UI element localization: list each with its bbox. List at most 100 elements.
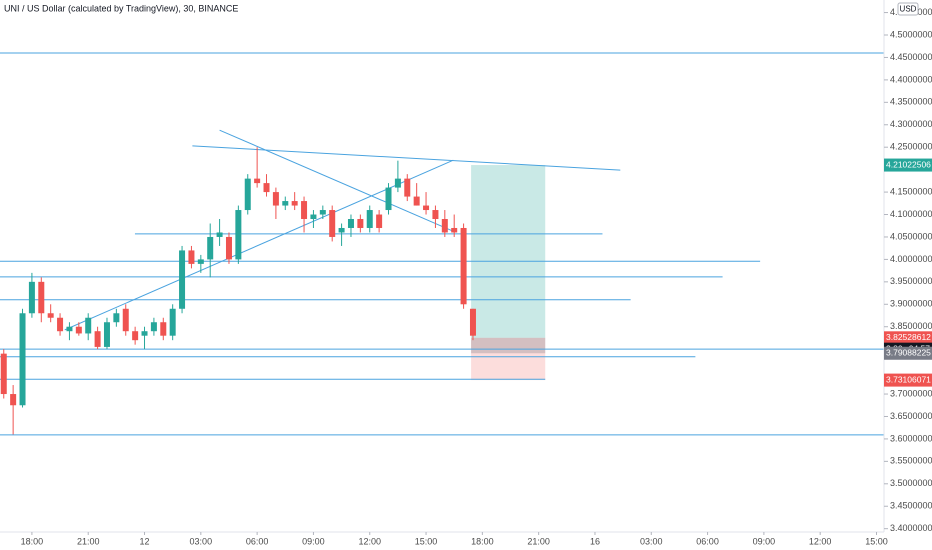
candle-body [122,308,129,332]
candle-body [19,313,26,406]
candle-body [47,313,54,318]
candle-body [66,326,73,332]
x-tick-label: 06:00 [696,536,719,546]
candle-body [319,210,326,215]
candle-body [272,192,279,206]
candle-body [263,183,270,193]
candle-body [282,201,289,206]
candle-body [310,214,317,220]
x-tick-label: 12:00 [809,536,832,546]
candle-body [28,281,35,314]
y-tick-label: 3.65000000 [890,411,932,421]
y-tick-label: 3.90000000 [890,299,932,309]
candle-body [141,331,148,336]
plot-area [0,52,884,436]
price-tag [884,373,932,387]
candle-body [432,210,439,220]
y-tick-label: 4.45000000 [890,52,932,62]
candle-body [188,250,195,264]
x-tick-label: 21:00 [77,536,100,546]
profit-zone [471,165,546,338]
candle-body [57,317,64,332]
candle-body [301,201,308,220]
x-tick-label: 18:00 [21,536,44,546]
candle-body [85,317,92,334]
x-tick-label: 18:00 [471,536,494,546]
x-tick-label: 12 [140,536,150,546]
candle-body [94,331,101,347]
y-tick-label: 3.60000000 [890,433,932,443]
candle-body [413,196,420,206]
candle-body [207,236,214,260]
y-tick-label: 3.50000000 [890,478,932,488]
y-tick-label: 3.70000000 [890,388,932,398]
currency-label[interactable]: USD [900,5,917,14]
price-tag-label: 3.82528612 [886,332,931,342]
x-tick-label: 03:00 [190,536,213,546]
candle-body [38,281,45,314]
x-tick-label: 09:00 [753,536,776,546]
open-move [471,337,546,354]
chart-title: UNI / US Dollar (calculated by TradingVi… [4,3,238,13]
drawing-line [219,129,456,233]
y-tick-label: 4.25000000 [890,142,932,152]
price-tag [884,331,932,345]
candle-body [254,178,261,184]
candle-body [113,313,120,323]
candle-body [441,219,448,233]
candle-body [404,178,411,197]
x-tick-label: 21:00 [527,536,550,546]
y-tick-label: 3.45000000 [890,501,932,511]
y-tick-label: 4.00000000 [890,254,932,264]
candle-body [366,210,373,228]
x-tick-label: 12:00 [358,536,381,546]
candle-body [460,227,467,305]
candle-body [376,214,383,228]
candle-body [197,259,204,264]
y-tick-label: 4.35000000 [890,97,932,107]
loss-zone [471,337,546,381]
price-tag-label: 3.79088225 [886,348,931,358]
axes: 3.40000000 3.45000000 3.50000000 3.55000000… [21,7,932,546]
x-tick-label: 15:00 [415,536,438,546]
candle-body [451,227,458,233]
candle-body [347,219,354,228]
y-tick-label: 3.40000000 [890,523,932,533]
candle-body [338,227,345,233]
candle-body [385,187,392,211]
candle-body [394,178,401,188]
y-tick-label: 3.55000000 [890,456,932,466]
y-tick-label: 4.50000000 [890,29,932,39]
candle-body [0,353,7,395]
x-tick-label: 06:00 [246,536,269,546]
candle-body [291,201,298,206]
candle-body [103,322,110,347]
candle-body [244,178,251,211]
candle-body [150,322,157,332]
candle-body [216,232,223,237]
candle-body [469,308,476,336]
candle-body [160,322,167,336]
candle-body [225,236,232,260]
x-tick-label: 16 [590,536,600,546]
price-tag [884,158,932,172]
currency-box[interactable] [897,2,919,16]
y-tick-label: 3.95000000 [890,276,932,286]
price-tag-label: 3.73106071 [886,374,931,384]
y-tick-label: 4.30000000 [890,119,932,129]
y-tick-label: 4.40000000 [890,74,932,84]
y-tick-label: 4.05000000 [890,231,932,241]
candle-body [423,205,430,211]
candle-body [357,219,364,228]
y-tick-label: 3.85000000 [890,321,932,331]
price-tag-label: 4.21022506 [886,159,931,169]
candle-body [75,326,82,334]
candle-body [132,331,139,341]
candle-body [235,210,242,260]
candle-body [179,250,186,309]
candle-body [329,210,336,237]
x-tick-label: 15:00 [865,536,888,546]
y-tick-label: 4.15000000 [890,186,932,196]
x-tick-label: 09:00 [302,536,325,546]
